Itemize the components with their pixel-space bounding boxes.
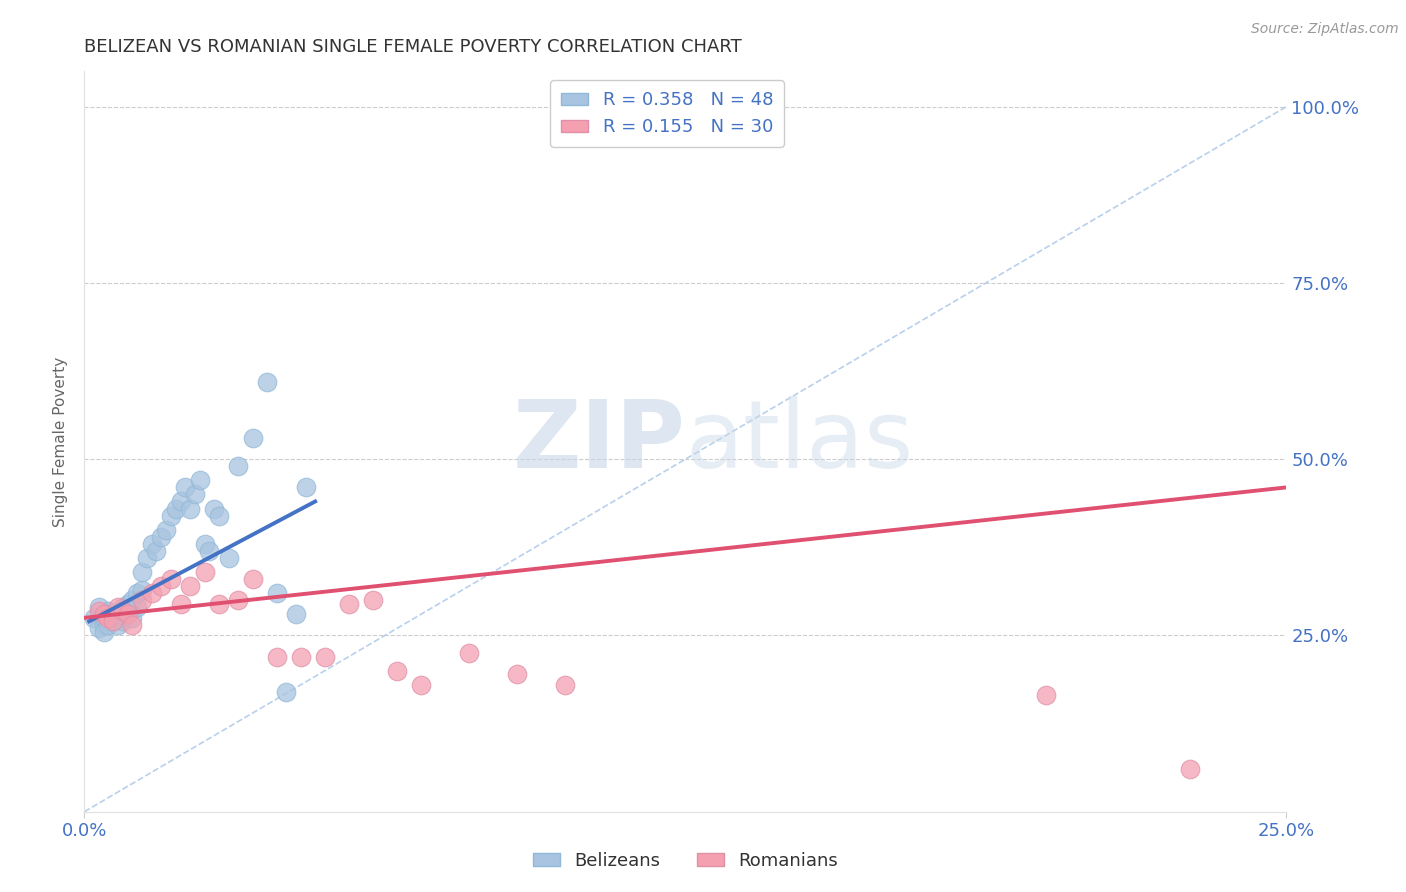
Point [506,667,529,681]
Point [93,624,115,639]
Point [314,649,336,664]
Point [179,579,201,593]
Point [155,523,177,537]
Point [97,611,120,625]
Point [226,459,249,474]
Point [165,501,187,516]
Point [107,607,129,622]
Point [131,582,153,597]
Point [150,579,173,593]
Point [242,431,264,445]
Point [141,537,163,551]
Point [1035,689,1057,703]
Text: BELIZEAN VS ROMANIAN SINGLE FEMALE POVERTY CORRELATION CHART: BELIZEAN VS ROMANIAN SINGLE FEMALE POVER… [84,38,742,56]
Point [103,611,125,625]
Point [361,593,384,607]
Point [131,565,153,579]
Point [93,607,115,622]
Point [290,649,312,664]
Point [174,480,197,494]
Point [97,604,120,618]
Point [188,473,211,487]
Point [208,508,231,523]
Point [160,508,183,523]
Point [87,604,110,618]
Point [93,611,115,625]
Point [117,604,139,618]
Point [135,550,157,565]
Point [256,375,278,389]
Point [97,618,120,632]
Point [145,544,167,558]
Point [337,597,360,611]
Point [276,685,298,699]
Point [409,678,432,692]
Point [226,593,249,607]
Point [87,621,110,635]
Point [93,618,115,632]
Point [103,615,125,629]
Point [160,572,183,586]
Point [208,597,231,611]
Point [131,593,153,607]
Point [121,611,143,625]
Point [83,611,105,625]
Point [194,565,217,579]
Point [107,618,129,632]
Point [184,487,207,501]
Point [111,604,134,618]
Point [198,544,221,558]
Point [127,600,149,615]
Point [294,480,316,494]
Point [554,678,576,692]
Text: atlas: atlas [686,395,914,488]
Point [284,607,307,622]
Point [179,501,201,516]
Point [218,550,240,565]
Point [121,593,143,607]
Point [97,607,120,622]
Text: Source: ZipAtlas.com: Source: ZipAtlas.com [1251,22,1399,37]
Point [117,607,139,622]
Point [242,572,264,586]
Point [107,600,129,615]
Point [87,600,110,615]
Point [385,664,408,678]
Point [150,530,173,544]
Text: ZIP: ZIP [513,395,686,488]
Point [458,646,481,660]
Point [194,537,217,551]
Point [266,649,288,664]
Point [169,597,191,611]
Legend: Belizeans, Romanians: Belizeans, Romanians [526,845,845,877]
Point [202,501,225,516]
Point [1180,763,1202,777]
Y-axis label: Single Female Poverty: Single Female Poverty [53,357,69,526]
Point [266,586,288,600]
Point [111,615,134,629]
Point [103,615,125,629]
Point [141,586,163,600]
Point [127,586,149,600]
Point [111,600,134,615]
Point [169,494,191,508]
Point [117,597,139,611]
Point [121,618,143,632]
Point [97,615,120,629]
